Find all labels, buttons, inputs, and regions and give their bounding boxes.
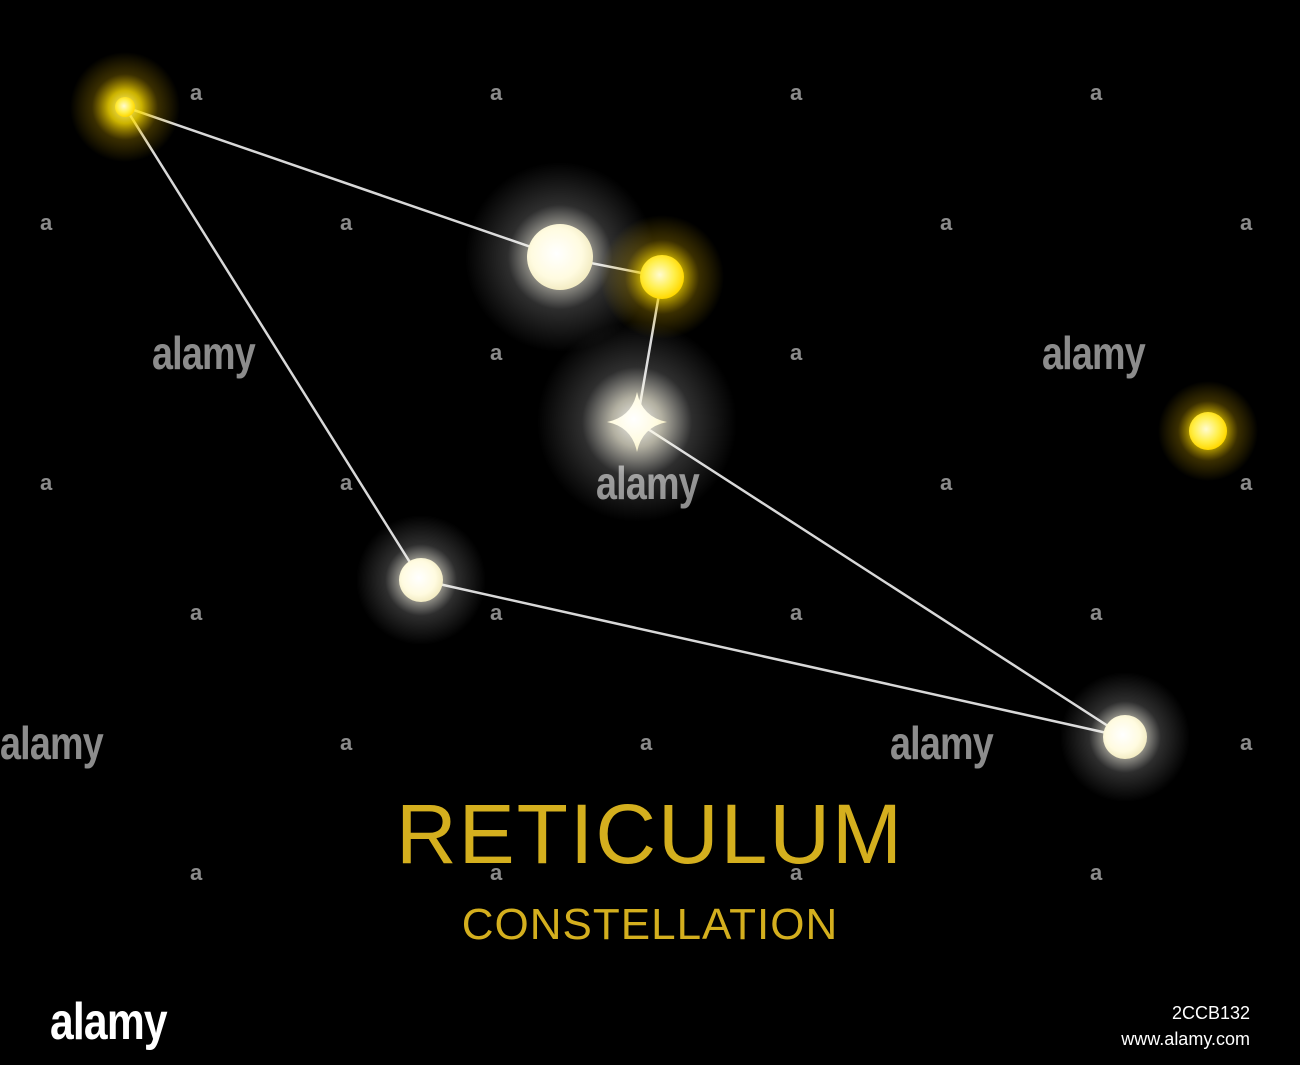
watermark-mark: a — [340, 470, 353, 495]
sky-canvas — [70, 52, 1258, 802]
watermark-mark: a — [490, 600, 503, 625]
watermark-mark: a — [340, 210, 353, 235]
watermark-mark: a — [1090, 600, 1103, 625]
watermark-mark: a — [490, 80, 503, 105]
constellation-scene: a a a a a a a a a a a a a a a a a a a a … — [0, 52, 1258, 949]
watermark-mark: a — [1090, 860, 1103, 885]
constellation-subtitle: CONSTELLATION — [461, 900, 839, 949]
star-eta — [1158, 381, 1258, 481]
site-url: www.alamy.com — [1121, 1029, 1250, 1049]
watermark-mark: a — [1090, 80, 1103, 105]
line-epsilon-zeta — [419, 578, 1127, 739]
star-alpha — [70, 52, 180, 162]
watermark-mark: a — [40, 470, 53, 495]
star-delta — [537, 322, 737, 522]
star-gamma — [600, 215, 724, 339]
watermark-mark: a — [1240, 210, 1253, 235]
watermark-word: alamy — [0, 717, 104, 769]
alamy-logo: alamy — [50, 993, 168, 1051]
line-zeta-alpha — [123, 105, 423, 582]
watermark-mark: a — [790, 860, 803, 885]
watermark-mark: a — [1240, 470, 1253, 495]
watermark-mark: a — [940, 470, 953, 495]
watermark-word: alamy — [890, 717, 994, 769]
watermark-mark: a — [1240, 730, 1253, 755]
watermark-mark: a — [190, 860, 203, 885]
watermark-mark: a — [640, 730, 653, 755]
star-epsilon — [1060, 672, 1190, 802]
watermark-mark: a — [190, 80, 203, 105]
constellation-title: RETICULUM — [395, 787, 904, 881]
stock-footer: alamy 2CCB132 www.alamy.com — [0, 990, 1300, 1065]
watermark-mark: a — [790, 600, 803, 625]
watermark-word: alamy — [152, 327, 256, 379]
watermark-mark: a — [790, 80, 803, 105]
watermark-mark: a — [790, 340, 803, 365]
star-zeta — [356, 515, 486, 645]
watermark-word: alamy — [1042, 327, 1146, 379]
watermark-mark: a — [490, 340, 503, 365]
watermark-mark: a — [490, 860, 503, 885]
image-id: 2CCB132 — [1171, 1003, 1250, 1023]
watermark-mark: a — [40, 210, 53, 235]
watermark-mark: a — [190, 600, 203, 625]
watermark-word: alamy — [596, 457, 700, 509]
watermark-mark: a — [940, 210, 953, 235]
watermark-mark: a — [340, 730, 353, 755]
